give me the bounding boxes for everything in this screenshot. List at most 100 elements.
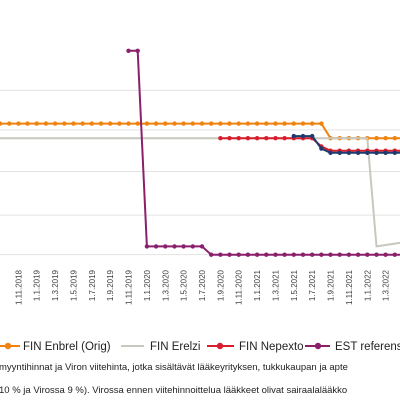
data-point-fin-enbrel-orig- xyxy=(25,121,30,126)
data-point-fin-enbrel-orig- xyxy=(300,121,306,126)
data-point-est-referenssihinta xyxy=(126,48,131,53)
legend-marker-est xyxy=(314,342,322,350)
data-point-est-referenssihinta xyxy=(264,252,269,257)
data-point-est-referenssihinta xyxy=(227,252,232,257)
data-point-est-referenssihinta xyxy=(383,252,388,257)
series-line-fin-erelzi xyxy=(0,137,400,248)
data-point-fin-enbrel-orig- xyxy=(181,121,186,126)
data-point-est-referenssihinta xyxy=(355,252,361,257)
data-point-est-referenssihinta xyxy=(172,244,177,249)
x-tick-label: 1.3.2019 xyxy=(51,269,60,301)
data-point-fin-enbrel-orig- xyxy=(144,121,150,126)
data-point-fin-enbrel-orig- xyxy=(319,121,324,126)
data-point-fin-enbrel-orig- xyxy=(153,121,159,126)
data-point-est-referenssihinta xyxy=(245,252,251,257)
data-point-est-referenssihinta xyxy=(236,252,241,257)
data-point-est-referenssihinta xyxy=(254,252,260,257)
x-axis-tick-labels: 1.11.2018 1.1.2019 1.3.2019 1.5.2019 1.7.201… xyxy=(14,269,390,305)
data-point-fin-enbrel-orig- xyxy=(16,121,21,126)
data-point-fin-enbrel-orig- xyxy=(34,121,39,126)
legend-marker-enbrel xyxy=(4,342,12,350)
data-point-fin-enbrel-orig- xyxy=(0,121,3,126)
x-tick-label: 1.3.2020 xyxy=(161,269,170,301)
data-point-est-referenssihinta xyxy=(337,252,342,257)
data-point-series-4 xyxy=(337,150,342,155)
data-point-fin-enbrel-orig- xyxy=(264,121,269,126)
data-point-fin-nepexto xyxy=(273,136,278,141)
x-tick-label: 1.9.2021 xyxy=(327,269,336,301)
data-point-fin-enbrel-orig- xyxy=(227,121,232,126)
data-point-fin-enbrel-orig- xyxy=(236,121,241,126)
x-tick-label: 1.7.2021 xyxy=(308,269,317,301)
x-tick-label: 1.1.2021 xyxy=(253,269,262,301)
x-tick-label: 1.5.2020 xyxy=(180,269,189,301)
data-point-est-referenssihinta xyxy=(291,252,296,257)
x-tick-label: 1.5.2021 xyxy=(290,269,299,301)
data-point-fin-enbrel-orig- xyxy=(172,121,177,126)
x-tick-label: 1.9.2019 xyxy=(106,269,115,301)
x-tick-label: 1.11.2019 xyxy=(125,269,134,305)
x-tick-label: 1.5.2019 xyxy=(69,269,78,301)
data-point-est-referenssihinta xyxy=(319,252,324,257)
data-point-fin-enbrel-orig- xyxy=(383,136,388,141)
data-point-est-referenssihinta xyxy=(163,244,168,249)
x-tick-label: 1.11.2021 xyxy=(345,269,354,305)
data-point-series-4 xyxy=(355,150,361,155)
data-point-fin-enbrel-orig- xyxy=(392,136,397,141)
data-point-fin-enbrel-orig- xyxy=(218,121,223,126)
data-point-est-referenssihinta xyxy=(144,244,150,249)
data-point-est-referenssihinta xyxy=(153,244,159,249)
legend-marker-nepexto xyxy=(216,342,224,350)
x-tick-label: 1.7.2020 xyxy=(198,269,207,301)
legend-label-nepexto: FIN Nepexto xyxy=(239,341,304,353)
data-point-fin-nepexto xyxy=(236,136,241,141)
data-point-est-referenssihinta xyxy=(346,252,352,257)
legend-label-enbrel: FIN Enbrel (Orig) xyxy=(23,341,111,353)
data-point-est-referenssihinta xyxy=(365,252,370,257)
x-tick-label: 1.1.2022 xyxy=(363,269,372,301)
data-point-fin-enbrel-orig- xyxy=(62,121,67,126)
data-point-est-referenssihinta xyxy=(328,252,333,257)
data-point-fin-enbrel-orig- xyxy=(291,121,296,126)
data-point-fin-enbrel-orig- xyxy=(163,121,168,126)
data-point-fin-nepexto xyxy=(227,136,232,141)
data-point-fin-enbrel-orig- xyxy=(254,121,260,126)
legend-label-erelzi: FIN Erelzi xyxy=(150,341,200,353)
series-layer xyxy=(0,48,400,257)
data-point-fin-nepexto xyxy=(245,136,251,141)
data-point-fin-enbrel-orig- xyxy=(209,121,214,126)
x-tick-label: 1.3.2021 xyxy=(271,269,280,301)
data-point-fin-enbrel-orig- xyxy=(108,121,113,126)
data-point-est-referenssihinta xyxy=(310,252,315,257)
x-tick-label: 1.11.2018 xyxy=(14,269,23,305)
data-point-fin-enbrel-orig- xyxy=(80,121,85,126)
data-point-est-referenssihinta xyxy=(300,252,306,257)
x-tick-label: 1.3.2022 xyxy=(382,269,391,301)
data-point-fin-enbrel-orig- xyxy=(199,121,205,126)
data-point-est-referenssihinta xyxy=(392,252,397,257)
data-point-fin-enbrel-orig- xyxy=(7,121,12,126)
data-point-fin-enbrel-orig- xyxy=(135,121,140,126)
data-point-fin-enbrel-orig- xyxy=(98,121,104,126)
data-point-est-referenssihinta xyxy=(374,252,379,257)
data-point-fin-enbrel-orig- xyxy=(71,121,76,126)
data-point-est-referenssihinta xyxy=(282,252,287,257)
data-point-est-referenssihinta xyxy=(273,252,278,257)
data-point-est-referenssihinta xyxy=(181,244,186,249)
data-point-series-4 xyxy=(310,133,315,139)
notes: myyntihinnat ja Viron viitehinta, jotka … xyxy=(0,362,348,396)
legend-label-est: EST referenssihinta xyxy=(335,341,400,353)
note-line-1: myyntihinnat ja Viron viitehinta, jotka … xyxy=(0,362,348,373)
data-point-est-referenssihinta xyxy=(209,252,214,257)
data-point-series-4 xyxy=(383,150,388,155)
data-point-fin-enbrel-orig- xyxy=(52,121,58,126)
data-point-fin-enbrel-orig- xyxy=(245,121,251,126)
data-point-fin-enbrel-orig- xyxy=(117,121,122,126)
data-point-fin-enbrel-orig- xyxy=(282,121,287,126)
data-point-series-4 xyxy=(291,133,296,139)
data-point-series-4 xyxy=(374,150,379,155)
data-point-fin-nepexto xyxy=(218,136,223,141)
data-point-fin-enbrel-orig- xyxy=(374,136,379,141)
data-point-fin-enbrel-orig- xyxy=(126,121,131,126)
